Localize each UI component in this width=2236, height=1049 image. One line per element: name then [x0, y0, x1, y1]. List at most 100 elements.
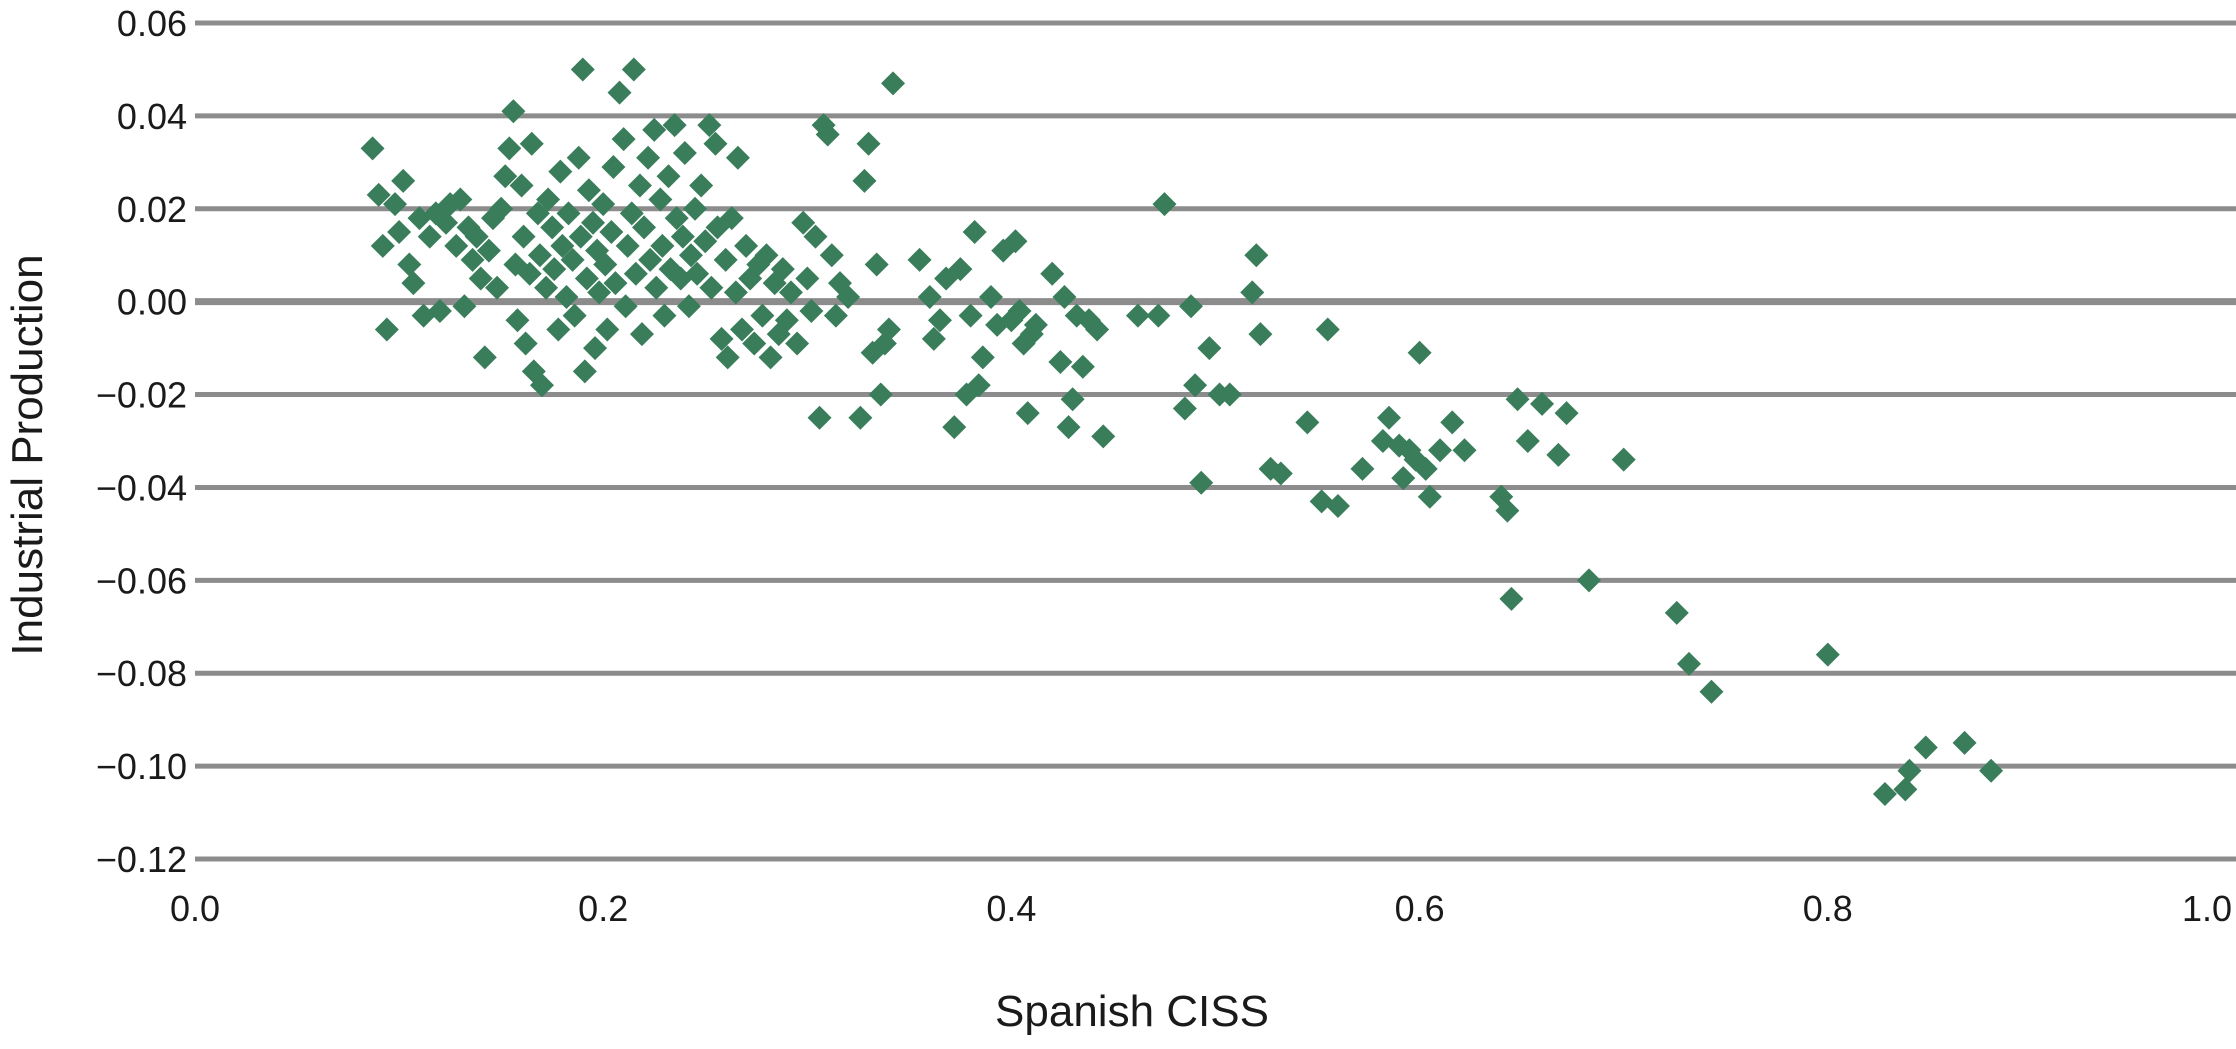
data-point: [603, 271, 628, 296]
data-point: [629, 322, 654, 347]
data-point: [819, 243, 844, 268]
x-tick-label: 0.6: [1395, 888, 1445, 929]
data-point: [621, 57, 646, 82]
data-point: [1417, 484, 1442, 509]
data-point: [468, 266, 493, 291]
data-point: [978, 285, 1003, 310]
data-point: [1530, 391, 1555, 416]
data-point: [852, 168, 877, 193]
data-point: [485, 275, 510, 300]
data-point: [444, 233, 469, 258]
data-point: [374, 317, 399, 342]
data-point: [709, 326, 734, 351]
data-point: [856, 131, 881, 156]
data-point: [1815, 642, 1840, 667]
data-point: [513, 331, 538, 356]
data-point: [1295, 410, 1320, 435]
x-axis-tick-labels: 0.0 0.2 0.4 0.6 0.8 1.0: [170, 888, 2232, 929]
data-point: [650, 233, 675, 258]
data-point: [448, 187, 473, 212]
data-point: [460, 247, 485, 272]
data-point: [536, 187, 561, 212]
data-point: [1952, 730, 1977, 755]
data-point: [387, 220, 412, 244]
data-point: [642, 117, 667, 142]
y-tick-label: −0.02: [96, 375, 187, 416]
data-point: [1495, 498, 1520, 523]
data-point: [1197, 336, 1222, 361]
data-point: [550, 233, 575, 258]
data-point: [1152, 192, 1177, 217]
data-point: [815, 122, 840, 147]
data-point: [644, 275, 669, 300]
data-point: [958, 303, 983, 328]
data-point: [613, 294, 638, 319]
data-point: [391, 168, 416, 193]
data-point: [591, 192, 616, 217]
data-point: [713, 247, 738, 272]
data-point: [1189, 470, 1214, 495]
data-point: [1664, 600, 1689, 625]
x-tick-label: 0.4: [986, 888, 1036, 929]
data-point: [1452, 438, 1477, 463]
data-point: [607, 80, 632, 105]
data-point: [1085, 317, 1110, 342]
data-point: [948, 257, 973, 282]
y-tick-label: −0.08: [96, 653, 187, 694]
y-tick-label: 0.02: [117, 189, 187, 230]
data-point: [785, 331, 810, 356]
data-point: [476, 238, 501, 263]
data-point: [534, 275, 559, 300]
data-point: [554, 285, 579, 310]
data-point: [572, 359, 597, 384]
data-point: [1125, 303, 1150, 328]
data-point: [848, 405, 873, 430]
data-point: [556, 201, 581, 226]
data-point: [627, 173, 652, 198]
data-point: [754, 243, 779, 268]
data-point: [836, 285, 861, 310]
data-point: [672, 141, 697, 166]
data-point: [501, 99, 526, 124]
data-point: [1913, 735, 1938, 760]
data-point: [966, 373, 991, 398]
data-point: [1893, 777, 1918, 802]
data-point: [383, 192, 408, 217]
data-point: [719, 206, 744, 231]
y-tick-label: −0.12: [96, 839, 187, 880]
data-point: [729, 317, 754, 342]
data-point: [927, 308, 952, 333]
data-point: [699, 275, 724, 300]
data-point: [401, 271, 426, 296]
data-point: [715, 345, 740, 370]
data-point: [1677, 651, 1702, 676]
data-point: [638, 247, 663, 272]
data-point: [770, 257, 795, 282]
data-point: [823, 303, 848, 328]
data-point: [1217, 382, 1242, 407]
data-point: [619, 201, 644, 226]
data-point: [1376, 405, 1401, 430]
data-point: [517, 261, 542, 286]
data-point: [1554, 401, 1579, 426]
data-point: [599, 220, 624, 244]
data-point: [876, 317, 901, 342]
data-point: [664, 206, 689, 231]
data-point: [1172, 396, 1197, 421]
data-point: [1407, 340, 1432, 365]
data-point: [1428, 438, 1453, 463]
data-point: [778, 280, 803, 305]
data-point: [493, 164, 518, 189]
data-point: [1023, 312, 1048, 337]
data-point: [546, 317, 571, 342]
data-point: [758, 345, 783, 370]
data-point: [1052, 285, 1077, 310]
data-point: [962, 220, 987, 244]
data-point: [1325, 494, 1350, 519]
y-tick-label: 0.04: [117, 96, 187, 137]
data-point: [1611, 447, 1636, 472]
data-point: [1979, 758, 2004, 783]
data-point: [566, 145, 591, 170]
y-axis-tick-labels: 0.06 0.04 0.02 0.00 −0.02 −0.04 −0.06 −0.08 −0.1…: [96, 3, 187, 880]
